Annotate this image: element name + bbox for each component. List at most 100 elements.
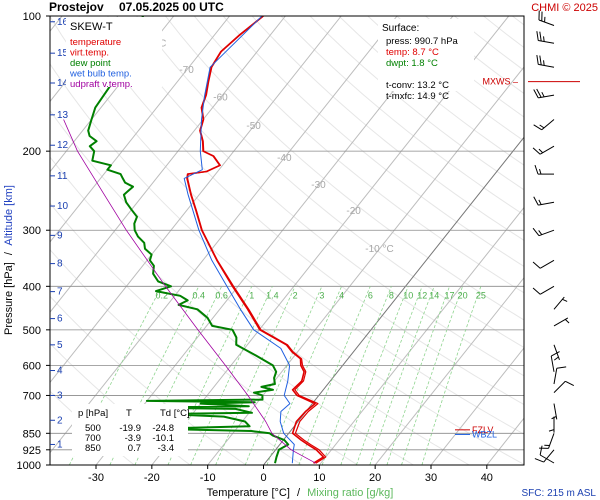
wind-barb-staff (538, 19, 555, 26)
altitude-tick-label: 14 (57, 78, 69, 89)
wind-barb (536, 54, 555, 68)
mixing-ratio-line (266, 286, 342, 465)
x-tick-label: -30 (88, 472, 104, 484)
surface-title: Surface: (382, 23, 419, 34)
wind-barb-half (538, 148, 544, 154)
dry-adiabat (541, 16, 600, 465)
pressure-tick-label: 300 (23, 225, 41, 237)
wind-barb-full (541, 11, 543, 22)
wind-barb (553, 344, 560, 361)
wind-barb-full (533, 89, 539, 99)
credit-label: CHMI © 2025 (531, 2, 598, 14)
altitude-tick-label: 11 (57, 171, 68, 182)
wind-barb (533, 88, 555, 99)
isotherm (374, 276, 524, 465)
legend-entry: udpraft v.temp. (70, 79, 133, 90)
wind-barb-half (544, 444, 550, 447)
surface-elevation: SFC: 215 m ASL (522, 488, 597, 499)
wind-barb-staff (539, 454, 555, 464)
wind-barb (538, 10, 555, 26)
mixing-ratio-line (369, 286, 435, 465)
dry-adiabat (193, 16, 524, 294)
isotherm (50, 16, 175, 173)
table-cell: 700 (85, 433, 101, 444)
wind-barb (539, 445, 555, 464)
wind-barbs (532, 10, 575, 464)
wind-barb-staff (538, 229, 555, 237)
legend-entry: virt.temp. (70, 48, 109, 59)
wind-barb-staff (538, 63, 555, 68)
wind-barb-full (565, 380, 575, 386)
isotherm (50, 16, 230, 243)
altitude-tick-label: 13 (57, 110, 69, 121)
mixing-ratio-label: 1 (249, 290, 254, 300)
mixing-ratio-label: 0.4 (193, 290, 206, 300)
y-axis-title-sep: / (3, 251, 15, 255)
diagram-label: SKEW-T (70, 21, 113, 33)
mixing-ratio-label: 12 (417, 290, 427, 300)
isotherm (318, 206, 524, 465)
wind-barb-staff (541, 119, 555, 131)
dry-adiabat (512, 16, 524, 26)
wind-barb-half (543, 36, 545, 42)
series-line-3 (183, 16, 295, 464)
wind-barb-half (564, 319, 570, 324)
isotherm (50, 16, 398, 454)
altitude-tick-label: 3 (57, 390, 63, 401)
mixing-ratio-line (401, 286, 463, 465)
wind-barb-staff (553, 368, 558, 385)
table-header: p [hPa] (78, 408, 108, 419)
pressure-tick-label: 700 (23, 390, 41, 402)
station-name: Prostejov (49, 0, 104, 14)
wind-barb-full (532, 287, 541, 295)
pressure-tick-label: 1000 (17, 460, 41, 472)
dry-adiabat (222, 16, 524, 268)
wind-barb-full (539, 55, 542, 66)
wind-barb-half (538, 199, 542, 205)
mxws-label: MXWS – (482, 77, 518, 87)
mixing-ratio-label: 25 (476, 290, 486, 300)
pressure-tick-label: 925 (23, 445, 41, 457)
y-axis-title-pressure: Pressure [hPa] (3, 262, 15, 335)
x-axis-title-mixing: Mixing ratio [g/kg] (307, 487, 393, 499)
wind-barb-staff (539, 285, 555, 295)
wind-barb-staff (543, 449, 555, 463)
wind-barb (532, 145, 555, 155)
wind-barb-half (562, 298, 568, 302)
pressure-tick-label: 400 (23, 281, 41, 293)
dry-adiabat (280, 16, 524, 216)
wind-barb-half (539, 124, 545, 129)
pressure-tick-label: 600 (23, 360, 41, 372)
altitude-tick-label: 8 (57, 259, 63, 270)
wind-barb-full (534, 164, 539, 175)
altitude-tick-label: 6 (57, 314, 63, 325)
x-tick-label: 20 (369, 472, 381, 484)
legend-box (66, 17, 162, 87)
wind-barb (534, 164, 554, 175)
table-cell: -10.1 (152, 433, 174, 444)
pressure-tick-label: 100 (23, 11, 41, 23)
surface-line: press: 990.7 hPa (386, 36, 459, 47)
y-axis-title-altitude: Altitude [km] (3, 185, 15, 246)
wind-barb-full (536, 54, 539, 65)
wind-barb (532, 285, 555, 295)
x-axis-title: Temperature [°C] / Mixing ratio [g/kg] (207, 487, 394, 499)
mixing-ratio-line (356, 286, 423, 465)
wind-barb-full (539, 447, 549, 449)
wind-barb-half (538, 230, 543, 235)
x-tick-label: 30 (425, 472, 437, 484)
isotherm-label: -40 (277, 153, 292, 164)
dry-adiabat (78, 16, 524, 406)
plot-frame (49, 15, 525, 466)
table-box (72, 404, 188, 456)
wind-barb-full (536, 31, 539, 41)
fzlv-label: FZLV (472, 425, 493, 435)
isotherm-label: -30 (311, 180, 326, 191)
wind-barb (532, 259, 555, 269)
mixing-ratio-label: 6 (368, 290, 373, 300)
mixing-ratio-label: 0.6 (215, 290, 228, 300)
x-axis-title-temperature: Temperature [°C] (207, 487, 290, 499)
wind-barb (553, 296, 568, 310)
